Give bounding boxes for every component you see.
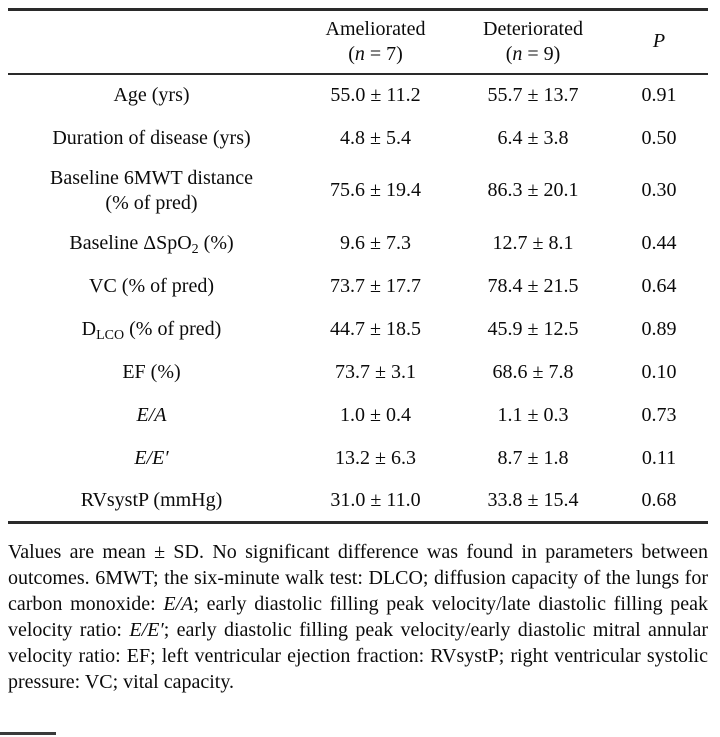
footnote-text-3: ; early diastolic filling peak velocity/… xyxy=(8,619,708,693)
p-value: 0.73 xyxy=(641,403,677,426)
p-value: 0.68 xyxy=(641,488,677,511)
value-ameliorated: 9.6 ± 7.3 xyxy=(340,231,411,254)
table-row-duration: Duration of disease (yrs) 4.8 ± 5.4 6.4 … xyxy=(8,117,708,160)
value-deteriorated: 45.9 ± 12.5 xyxy=(487,317,579,340)
header-ameliorated: Ameliorated (n = 7) xyxy=(295,10,456,74)
value-deteriorated: 6.4 ± 3.8 xyxy=(497,126,569,149)
value-ameliorated: 31.0 ± 11.0 xyxy=(330,488,421,511)
footnote-ea-abbrev: E/A xyxy=(163,593,194,615)
header-empty-cell xyxy=(8,10,295,74)
table-row-dlco: DLCO (% of pred) 44.7 ± 18.5 45.9 ± 12.5… xyxy=(8,308,708,351)
value-ameliorated: 55.0 ± 11.2 xyxy=(330,84,421,106)
footnote-eeprime-abbrev: E/E′ xyxy=(129,619,164,641)
row-label: E/A xyxy=(136,403,167,426)
footnote-text-1: Values are mean ± SD. No significant dif… xyxy=(8,541,708,615)
row-label: Age (yrs) xyxy=(113,84,190,106)
header-deteriorated-n: (n = 9) xyxy=(505,42,561,65)
value-deteriorated: 68.6 ± 7.8 xyxy=(492,360,574,383)
table-row-age: Age (yrs) 55.0 ± 11.2 55.7 ± 13.7 0.91 xyxy=(8,74,708,117)
value-ameliorated: 75.6 ± 19.4 xyxy=(330,179,421,201)
row-label: Baseline 6MWT distance (% of pred) xyxy=(50,166,253,214)
table-row-spo2: Baseline ΔSpO2 (%) 9.6 ± 7.3 12.7 ± 8.1 … xyxy=(8,222,708,265)
p-value: 0.30 xyxy=(641,179,677,201)
value-ameliorated: 44.7 ± 18.5 xyxy=(330,317,421,340)
row-label: Baseline ΔSpO2 (%) xyxy=(69,231,234,257)
value-ameliorated: 13.2 ± 6.3 xyxy=(335,446,416,469)
header-row: Ameliorated (n = 7) Deteriorated (n = 9)… xyxy=(8,10,708,74)
value-deteriorated: 8.7 ± 1.8 xyxy=(497,446,569,469)
value-deteriorated: 78.4 ± 21.5 xyxy=(487,274,579,297)
value-ameliorated: 1.0 ± 0.4 xyxy=(340,403,411,426)
p-value: 0.10 xyxy=(641,360,677,383)
value-ameliorated: 73.7 ± 3.1 xyxy=(335,360,416,383)
value-deteriorated: 33.8 ± 15.4 xyxy=(487,488,579,511)
row-label: E/E′ xyxy=(134,446,169,469)
p-value: 0.89 xyxy=(641,317,677,340)
p-value: 0.50 xyxy=(641,126,677,149)
row-label: VC (% of pred) xyxy=(89,274,214,297)
value-deteriorated: 12.7 ± 8.1 xyxy=(492,231,574,254)
table-row-eeprime: E/E′ 13.2 ± 6.3 8.7 ± 1.8 0.11 xyxy=(8,437,708,480)
value-deteriorated: 55.7 ± 13.7 xyxy=(487,84,579,106)
p-value: 0.64 xyxy=(641,274,677,297)
value-deteriorated: 86.3 ± 20.1 xyxy=(487,179,579,201)
value-deteriorated: 1.1 ± 0.3 xyxy=(497,403,569,426)
footnote-text-2: ; early diastolic filling peak velocity/… xyxy=(8,593,709,641)
cropped-next-rule-fragment xyxy=(0,732,56,735)
value-ameliorated: 4.8 ± 5.4 xyxy=(340,126,411,149)
table-row-6mwt: Baseline 6MWT distance (% of pred) 75.6 … xyxy=(8,160,708,222)
table-row-ea: E/A 1.0 ± 0.4 1.1 ± 0.3 0.73 xyxy=(8,394,708,437)
table-row-rvsystp: RVsystP (mmHg) 31.0 ± 11.0 33.8 ± 15.4 0… xyxy=(8,480,708,523)
table-footnote: Values are mean ± SD. No significant dif… xyxy=(8,539,708,695)
header-deteriorated-label: Deteriorated xyxy=(483,17,583,40)
p-value: 0.91 xyxy=(641,84,677,106)
header-p: P xyxy=(652,30,666,53)
outcomes-comparison-table: Ameliorated (n = 7) Deteriorated (n = 9)… xyxy=(8,8,708,524)
header-ameliorated-n: (n = 7) xyxy=(348,42,403,65)
row-label: RVsystP (mmHg) xyxy=(80,488,223,511)
row-label: EF (%) xyxy=(122,360,181,383)
p-value: 0.11 xyxy=(641,446,677,469)
table-row-vc: VC (% of pred) 73.7 ± 17.7 78.4 ± 21.5 0… xyxy=(8,265,708,308)
p-value: 0.44 xyxy=(641,231,677,254)
header-ameliorated-label: Ameliorated xyxy=(325,17,426,40)
row-label: Duration of disease (yrs) xyxy=(52,126,251,149)
table-row-ef: EF (%) 73.7 ± 3.1 68.6 ± 7.8 0.10 xyxy=(8,351,708,394)
value-ameliorated: 73.7 ± 17.7 xyxy=(330,274,421,297)
table-area: Ameliorated (n = 7) Deteriorated (n = 9)… xyxy=(8,8,708,715)
header-deteriorated: Deteriorated (n = 9) xyxy=(456,10,610,74)
row-label: DLCO (% of pred) xyxy=(81,317,222,343)
